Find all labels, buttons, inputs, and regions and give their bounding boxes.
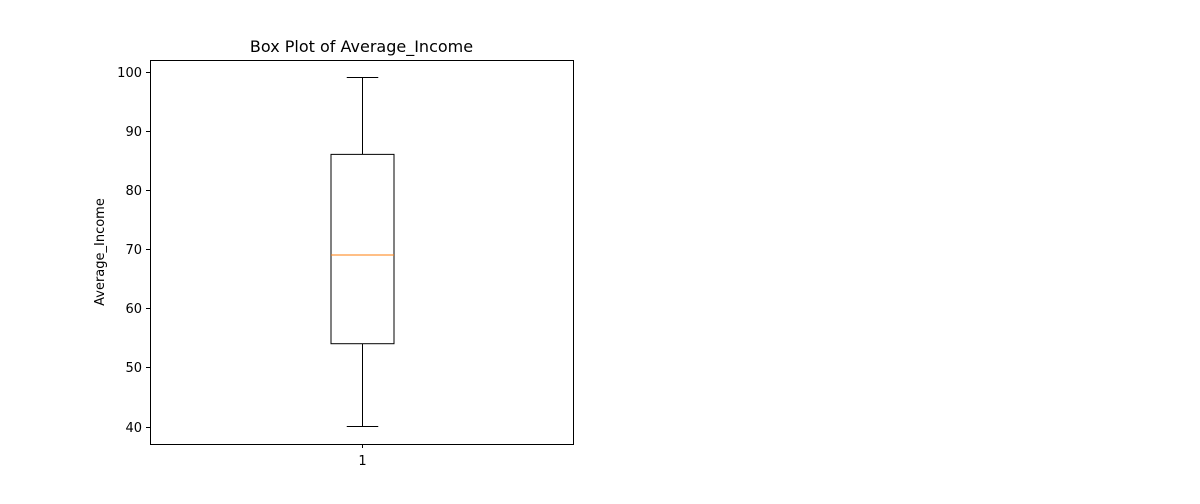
y-tick-label: 40 bbox=[125, 421, 142, 436]
y-axis-label: Average_Income bbox=[93, 198, 108, 306]
chart-title: Box Plot of Average_Income bbox=[250, 37, 473, 57]
box-series bbox=[330, 76, 395, 428]
y-tick-label: 80 bbox=[125, 184, 142, 199]
y-tick-label: 100 bbox=[117, 66, 142, 81]
y-tick-label: 60 bbox=[125, 302, 142, 317]
x-tick-label: 1 bbox=[358, 454, 366, 469]
box-iqr bbox=[330, 153, 395, 345]
y-tick-label: 90 bbox=[125, 125, 142, 140]
y-tick-label: 50 bbox=[125, 361, 142, 376]
y-tick-label: 70 bbox=[125, 243, 142, 258]
y-axis-ticks: 40 50 60 70 80 90 100 bbox=[117, 66, 150, 436]
plot-frame bbox=[150, 60, 574, 445]
x-axis-ticks: 1 bbox=[358, 444, 367, 469]
